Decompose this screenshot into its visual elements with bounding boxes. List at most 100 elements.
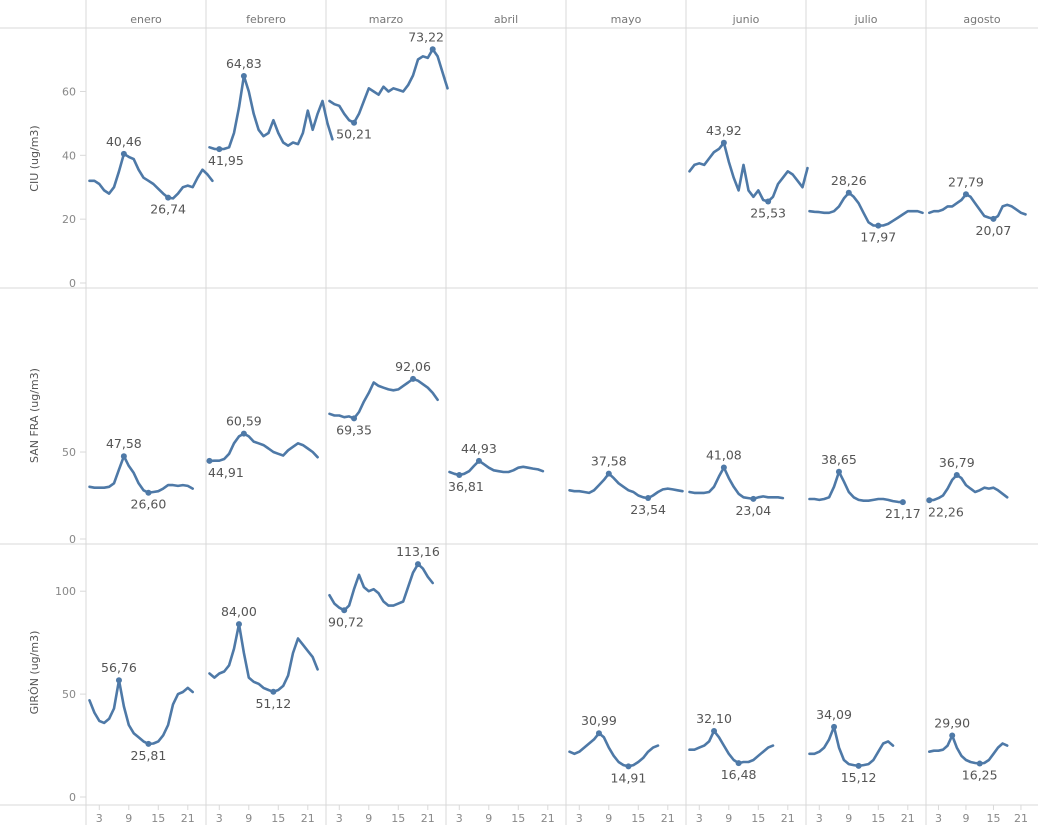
extreme-point [410, 375, 417, 382]
data-label: 17,97 [860, 230, 896, 245]
extreme-point [145, 740, 152, 747]
series-line [808, 725, 895, 768]
y-tick-label: 50 [62, 688, 76, 701]
extreme-point [341, 607, 348, 614]
extreme-point [855, 762, 862, 769]
extreme-point [216, 146, 223, 153]
series-line [328, 48, 449, 124]
data-label: 84,00 [221, 604, 257, 619]
extreme-point [240, 430, 247, 437]
data-label: 44,91 [208, 465, 244, 480]
extreme-point [595, 730, 602, 737]
row-label: GIRÓN (ug/m3) [28, 631, 41, 715]
series-line [688, 141, 809, 203]
extreme-point [120, 150, 127, 157]
x-tick-label: 9 [845, 812, 852, 825]
y-tick-label: 60 [62, 85, 76, 98]
data-label: 38,65 [821, 452, 857, 467]
extreme-point [750, 495, 757, 502]
data-label: 28,26 [831, 173, 867, 188]
data-label: 41,95 [208, 153, 244, 168]
month-header: febrero [246, 13, 286, 26]
extreme-point [831, 723, 838, 730]
series-line [328, 562, 434, 612]
data-label: 92,06 [395, 359, 431, 374]
data-label: 27,79 [948, 174, 984, 189]
data-label: 40,46 [106, 134, 142, 149]
x-tick-label: 15 [986, 812, 1000, 825]
y-tick-label: 40 [62, 149, 76, 162]
extreme-point [625, 763, 632, 770]
x-tick-label: 15 [751, 812, 765, 825]
row-label: CIU (ug/m3) [28, 125, 41, 191]
series-line [208, 622, 319, 694]
data-label: 23,04 [735, 503, 771, 518]
extreme-point [720, 464, 727, 471]
data-label: 30,99 [581, 713, 617, 728]
data-label: 21,17 [885, 506, 921, 521]
data-label: 51,12 [255, 696, 291, 711]
x-tick-label: 9 [125, 812, 132, 825]
x-tick-label: 21 [181, 812, 195, 825]
extreme-point [120, 453, 127, 460]
extreme-point [270, 688, 277, 695]
series-line [448, 459, 545, 477]
data-label: 50,21 [336, 127, 372, 142]
x-tick-label: 21 [901, 812, 915, 825]
extreme-point [962, 191, 969, 198]
data-label: 43,92 [706, 123, 742, 138]
extreme-point [645, 495, 652, 502]
x-tick-label: 9 [365, 812, 372, 825]
x-tick-label: 21 [301, 812, 315, 825]
data-label: 36,81 [448, 479, 484, 494]
series-line [568, 731, 660, 768]
x-tick-label: 3 [935, 812, 942, 825]
data-label: 25,81 [131, 748, 167, 763]
data-label: 73,22 [408, 29, 444, 44]
y-tick-label: 100 [55, 585, 76, 598]
row-label: SAN FRA (ug/m3) [28, 368, 41, 463]
extreme-point [765, 198, 772, 205]
month-header: junio [732, 13, 760, 26]
data-label: 15,12 [841, 770, 877, 785]
month-header: mayo [611, 13, 642, 26]
extreme-point [429, 46, 436, 53]
x-tick-label: 21 [541, 812, 555, 825]
data-label: 113,16 [396, 544, 440, 559]
series-line [808, 191, 924, 227]
x-tick-label: 9 [245, 812, 252, 825]
x-tick-label: 9 [725, 812, 732, 825]
extreme-point [926, 497, 933, 504]
x-tick-label: 3 [456, 812, 463, 825]
data-label: 36,79 [939, 455, 975, 470]
month-header: abril [494, 13, 518, 26]
data-label: 37,58 [591, 454, 627, 469]
extreme-point [115, 677, 122, 684]
extreme-point [953, 472, 960, 479]
data-label: 56,76 [101, 660, 137, 675]
x-tick-label: 9 [605, 812, 612, 825]
extreme-point [206, 457, 213, 464]
data-label: 26,60 [131, 497, 167, 512]
series-line [568, 472, 684, 500]
month-header: julio [854, 13, 878, 26]
series-line [688, 729, 775, 765]
y-tick-label: 0 [69, 791, 76, 804]
data-label: 90,72 [328, 614, 364, 629]
data-label: 14,91 [611, 770, 647, 785]
x-tick-label: 15 [871, 812, 885, 825]
data-label: 23,54 [630, 502, 666, 517]
data-label: 47,58 [106, 436, 142, 451]
data-label: 34,09 [816, 707, 852, 722]
data-label: 16,48 [721, 767, 757, 782]
extreme-point [990, 215, 997, 222]
month-header: marzo [369, 13, 404, 26]
extreme-point [414, 561, 421, 568]
extreme-point [605, 470, 612, 477]
data-label: 20,07 [976, 223, 1012, 238]
extreme-point [456, 471, 463, 478]
data-label: 69,35 [336, 422, 372, 437]
x-tick-label: 9 [962, 812, 969, 825]
month-header: enero [130, 13, 162, 26]
